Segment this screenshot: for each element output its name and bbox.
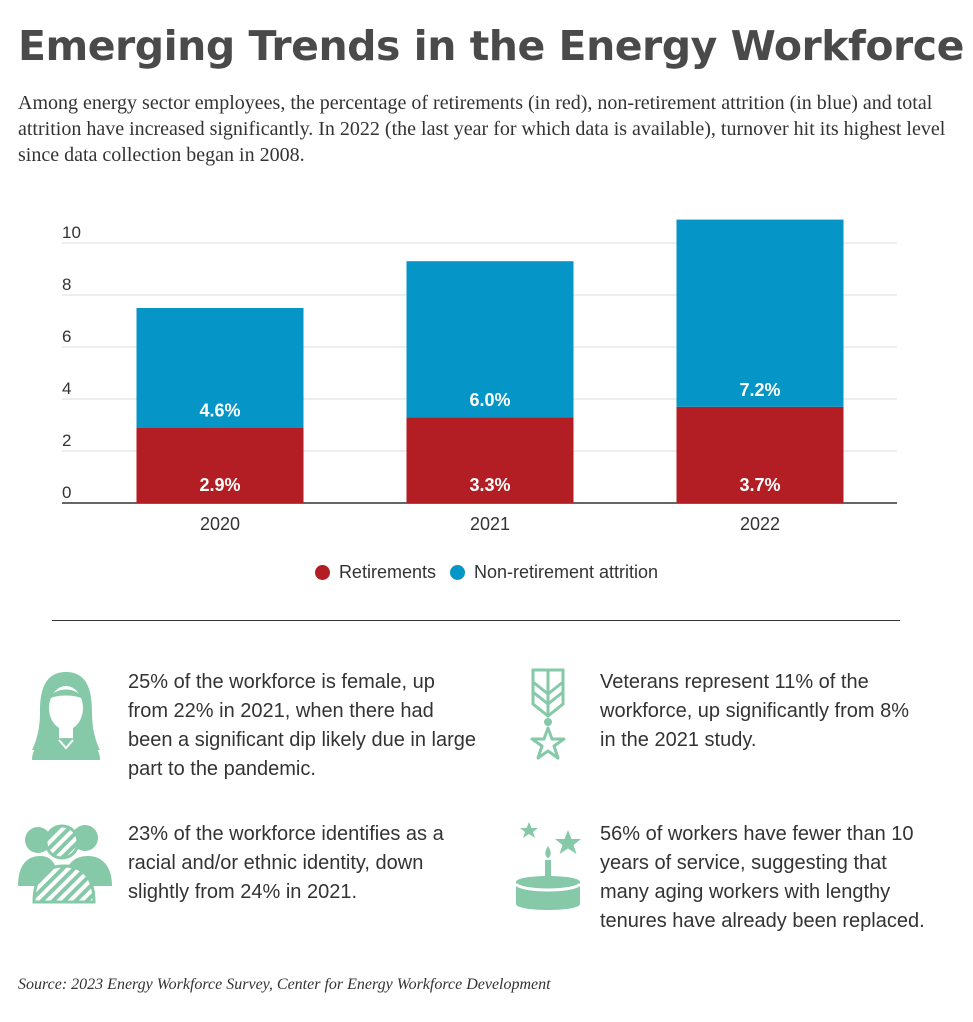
y-tick-label: 0 [62, 483, 71, 502]
legend-item-non-retirement: Non-retirement attrition [449, 562, 659, 583]
chart-title: Emerging Trends in the Energy Workforce [18, 22, 964, 70]
y-tick-label: 2 [62, 431, 71, 450]
y-tick-label: 4 [62, 379, 71, 398]
woman-icon [18, 668, 114, 762]
legend-label-retirements: Retirements [338, 562, 436, 582]
fact-service-text: 56% of workers have fewer than 10 years … [600, 823, 925, 932]
data-label-non-retirement: 4.6% [199, 401, 240, 421]
x-tick-label: 2021 [470, 514, 510, 534]
data-label-retirements: 2.9% [199, 475, 240, 495]
fact-female-text: 25% of the workforce is female, up from … [128, 671, 476, 780]
chart-legend: Retirements Non-retirement attrition [0, 562, 973, 583]
fact-identity: 23% of the workforce identifies as a rac… [18, 820, 478, 907]
x-tick-label: 2020 [200, 514, 240, 534]
y-tick-label: 10 [62, 223, 81, 242]
data-label-retirements: 3.7% [739, 475, 780, 495]
fact-identity-text: 23% of the workforce identifies as a rac… [128, 823, 444, 903]
medal-icon [500, 668, 596, 762]
fact-service: 56% of workers have fewer than 10 years … [500, 820, 930, 936]
bar-non-retirement-2020 [136, 308, 304, 428]
legend-swatch-non-retirement [449, 565, 465, 580]
legend-item-retirements: Retirements [314, 562, 436, 583]
x-tick-label: 2022 [740, 514, 780, 534]
chart-subtitle: Among energy sector employees, the perce… [18, 92, 946, 166]
y-tick-label: 6 [62, 327, 71, 346]
stacked-bar-chart: 0 2 4 6 8 10 2.9% 4.6% 2020 3.3% 6.0% 2021 3.7% 7.2% 2… [62, 219, 897, 534]
bar-non-retirement-2022 [676, 219, 844, 407]
fact-veterans: Veterans represent 11% of the workforce,… [500, 668, 930, 762]
bar-non-retirement-2021 [406, 261, 574, 418]
legend-swatch-retirements [314, 565, 330, 580]
data-label-non-retirement: 6.0% [469, 390, 510, 410]
data-label-retirements: 3.3% [469, 475, 510, 495]
fact-veterans-text: Veterans represent 11% of the workforce,… [600, 671, 910, 751]
people-icon [18, 820, 114, 904]
data-label-non-retirement: 7.2% [739, 380, 780, 400]
y-tick-label: 8 [62, 275, 71, 294]
legend-label-non-retirement: Non-retirement attrition [473, 562, 659, 582]
cake-icon [500, 820, 596, 912]
bar-retirements-2022 [676, 406, 844, 503]
source-note: Source: 2023 Energy Workforce Survey, Ce… [18, 976, 551, 993]
fact-female: 25% of the workforce is female, up from … [18, 668, 478, 784]
bar-retirements-2021 [406, 417, 574, 503]
bar-retirements-2020 [136, 427, 304, 503]
section-divider [52, 620, 900, 621]
